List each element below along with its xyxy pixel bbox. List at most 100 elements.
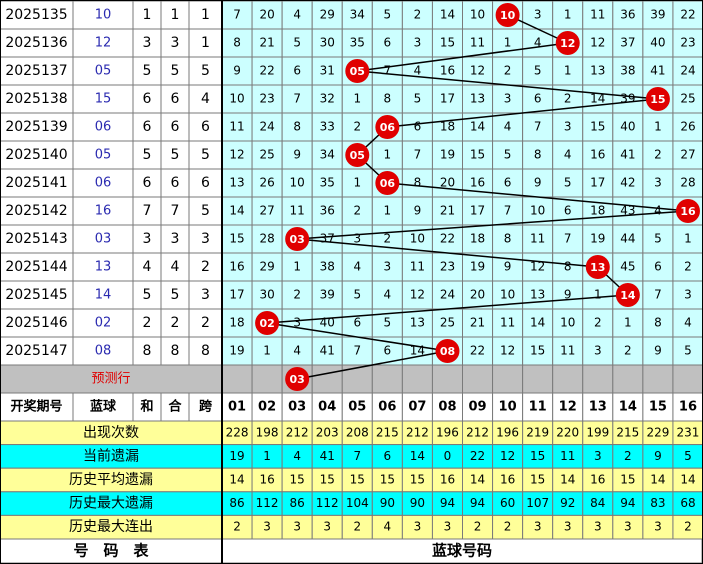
cell [251, 280, 283, 310]
omission-value: 13 [470, 92, 485, 106]
header-cell: 蓝球 [90, 399, 117, 415]
cell [281, 56, 313, 86]
stat-value: 16 [440, 473, 455, 487]
period: 2025141 [5, 175, 67, 191]
omission-value: 3 [353, 232, 361, 246]
ball [255, 311, 280, 335]
cell [72, 224, 134, 254]
cell [462, 280, 494, 310]
stat-value: 15 [410, 473, 425, 487]
stat-value: 3 [534, 520, 542, 534]
omission-value: 1 [384, 148, 392, 162]
cell [582, 280, 614, 310]
left-value: 03 [95, 232, 112, 247]
ball [345, 143, 370, 167]
omission-value: 5 [504, 148, 512, 162]
omission-value: 39 [320, 288, 335, 302]
omission-value: 40 [650, 36, 665, 50]
cell [462, 84, 494, 114]
omission-value: 9 [654, 344, 662, 358]
omission-value: 41 [320, 344, 335, 358]
cell [492, 56, 524, 86]
cell [371, 364, 403, 394]
left-value: 15 [95, 92, 112, 107]
stat-value: 3 [594, 449, 602, 463]
stat-value: 19 [229, 449, 244, 463]
cell [672, 252, 703, 282]
header-number: 03 [288, 400, 306, 415]
omission-value: 4 [654, 204, 662, 218]
cell [401, 364, 433, 394]
stat-value: 198 [256, 425, 279, 439]
stat-value: 5 [684, 449, 692, 463]
omission-value: 15 [440, 36, 455, 50]
stat-value: 3 [624, 520, 632, 534]
cell [221, 364, 253, 394]
stat-value: 90 [380, 496, 395, 510]
cell [462, 112, 494, 142]
stat-value: 9 [654, 449, 662, 463]
left-value: 6 [201, 175, 210, 191]
omission-value: 2 [414, 8, 422, 22]
cell [221, 280, 253, 310]
stat-value: 83 [650, 496, 665, 510]
cell [132, 112, 162, 142]
cell [672, 392, 703, 422]
ball-number: 02 [259, 317, 274, 330]
cell [72, 140, 134, 170]
omission-value: 3 [414, 36, 422, 50]
omission-value: 12 [530, 260, 545, 274]
cell [462, 224, 494, 254]
omission-value: 4 [353, 260, 361, 274]
omission-value: 9 [504, 260, 512, 274]
stat-value: 3 [594, 520, 602, 534]
omission-value: 5 [293, 36, 301, 50]
omission-value: 8 [293, 120, 301, 134]
omission-value: 9 [564, 288, 572, 302]
ball-number: 03 [290, 373, 305, 386]
cell [188, 168, 223, 198]
cell [371, 196, 403, 226]
cell [672, 280, 703, 310]
cell [431, 392, 463, 422]
omission-value: 2 [384, 232, 392, 246]
header-number: 11 [529, 400, 547, 415]
cell [522, 196, 554, 226]
omission-value: 24 [440, 288, 455, 302]
cell [251, 84, 283, 114]
omission-value: 4 [564, 148, 572, 162]
stat-value: 94 [620, 496, 635, 510]
ball-number: 06 [380, 121, 396, 134]
stat-value: 86 [229, 496, 244, 510]
omission-value: 28 [680, 176, 695, 190]
left-value: 2 [171, 315, 180, 331]
omission-value: 16 [440, 64, 455, 78]
cell [311, 168, 343, 198]
omission-value: 5 [564, 176, 572, 190]
stat-value: 107 [526, 496, 549, 510]
stat-value: 14 [560, 473, 575, 487]
omission-value: 10 [560, 316, 575, 330]
omission-value: 7 [293, 92, 301, 106]
connector [267, 294, 628, 324]
footer-left: 号 码 表 [73, 542, 149, 560]
omission-value: 9 [534, 176, 542, 190]
cell [642, 336, 674, 366]
period: 2025144 [5, 259, 67, 275]
header-cell: 开奖期号 [10, 399, 62, 415]
omission-value: 3 [564, 120, 572, 134]
cell [401, 336, 433, 366]
stat-value: 92 [560, 496, 575, 510]
cell [251, 392, 283, 422]
omission-value: 5 [384, 8, 392, 22]
left-value: 6 [171, 119, 180, 135]
cell [612, 28, 644, 58]
left-value: 4 [171, 259, 180, 275]
cell [341, 252, 373, 282]
cell [431, 364, 463, 394]
omission-value: 41 [650, 64, 665, 78]
stat-value: 112 [256, 496, 279, 510]
stat-label: 当前遗漏 [83, 447, 139, 464]
omission-value: 38 [620, 64, 635, 78]
left-value: 14 [95, 288, 112, 303]
